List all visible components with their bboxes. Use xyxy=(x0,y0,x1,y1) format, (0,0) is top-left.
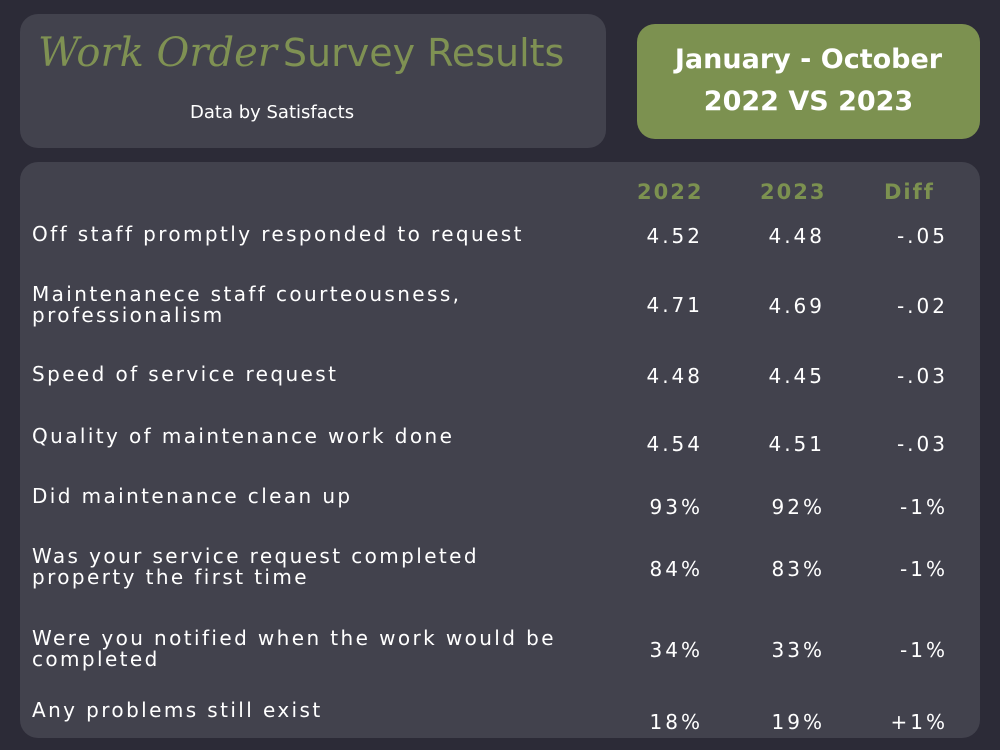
column-header-2023: 2023 xyxy=(760,180,827,204)
row-label: Quality of maintenance work done xyxy=(32,424,455,448)
row-label: Were you notified when the work would be… xyxy=(32,626,556,671)
period-comparison: 2022 VS 2023 xyxy=(703,86,914,117)
cell-2023: 4.51 xyxy=(768,432,825,456)
cell-2023: 19% xyxy=(771,710,825,734)
cell-2023: 92% xyxy=(771,495,825,519)
page-subtitle: Data by Satisfacts xyxy=(190,102,355,123)
page-title-main: Survey Results xyxy=(282,31,565,75)
cell-2023: 83% xyxy=(771,557,825,581)
cell-2023: 33% xyxy=(771,638,825,662)
cell-2022: 34% xyxy=(649,638,703,662)
column-header-2022: 2022 xyxy=(637,180,704,204)
cell-2022: 18% xyxy=(649,710,703,734)
cell-diff: -1% xyxy=(900,495,948,519)
row-label: Maintenanece staff courteousness, profes… xyxy=(32,282,462,327)
row-label: Any problems still exist xyxy=(32,698,323,722)
page-title: Work Order Survey Results xyxy=(38,30,564,76)
cell-2023: 4.69 xyxy=(768,294,825,318)
row-label: Was your service request completed prope… xyxy=(32,544,479,589)
page-title-script: Work Order xyxy=(38,30,277,76)
cell-2023: 4.45 xyxy=(768,364,825,388)
cell-diff: -1% xyxy=(900,557,948,581)
cell-2023: 4.48 xyxy=(768,224,825,248)
row-label: Speed of service request xyxy=(32,362,339,386)
cell-2022: 4.52 xyxy=(646,224,703,248)
title-panel: Work Order Survey Results Data by Satisfa… xyxy=(20,14,606,148)
row-label: Did maintenance clean up xyxy=(32,484,353,508)
cell-diff: -.05 xyxy=(896,224,948,248)
results-table: 2022 2023 Diff Off staff promptly respon… xyxy=(20,162,980,738)
cell-diff: -.03 xyxy=(896,432,948,456)
cell-diff: -1% xyxy=(900,638,948,662)
cell-diff: -.02 xyxy=(896,294,948,318)
cell-diff: +1% xyxy=(890,710,948,734)
cell-diff: -.03 xyxy=(896,364,948,388)
column-header-diff: Diff xyxy=(884,180,935,204)
cell-2022: 4.48 xyxy=(646,364,703,388)
row-label: Off staff promptly responded to request xyxy=(32,222,524,246)
cell-2022: 4.54 xyxy=(646,432,703,456)
period-range: January - October xyxy=(674,44,943,75)
cell-2022: 4.71 xyxy=(646,293,703,317)
period-panel: January - October 2022 VS 2023 xyxy=(637,24,980,139)
cell-2022: 84% xyxy=(649,557,703,581)
cell-2022: 93% xyxy=(649,495,703,519)
